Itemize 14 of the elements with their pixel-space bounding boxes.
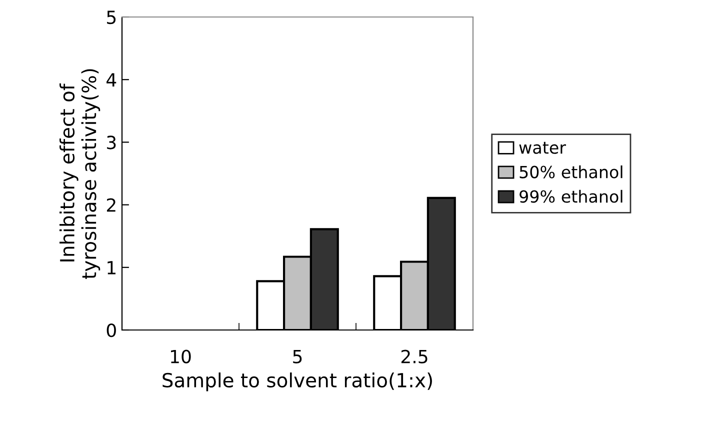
legend-label: 50% ethanol	[520, 165, 622, 178]
y-tick-label: 0	[106, 323, 116, 338]
x-tick-label: 10	[170, 350, 191, 364]
x-tick-label: 2.5	[401, 350, 428, 364]
legend-label: water	[519, 142, 566, 154]
y-tick-label: 4	[106, 73, 116, 86]
y-axis-title: Inhibitory effect of tyrosinase activity(%)	[60, 69, 100, 279]
y-tick-label: 2	[106, 198, 116, 212]
legend-label: 99% ethanol	[520, 190, 622, 203]
x-tick-label: 5	[293, 350, 302, 364]
y-tick-label: 1	[108, 261, 116, 274]
y-tick-label: 5	[107, 10, 116, 24]
x-axis-title: Sample to solvent ratio(1:x)	[162, 372, 432, 392]
y-tick-label: 3	[107, 136, 116, 150]
